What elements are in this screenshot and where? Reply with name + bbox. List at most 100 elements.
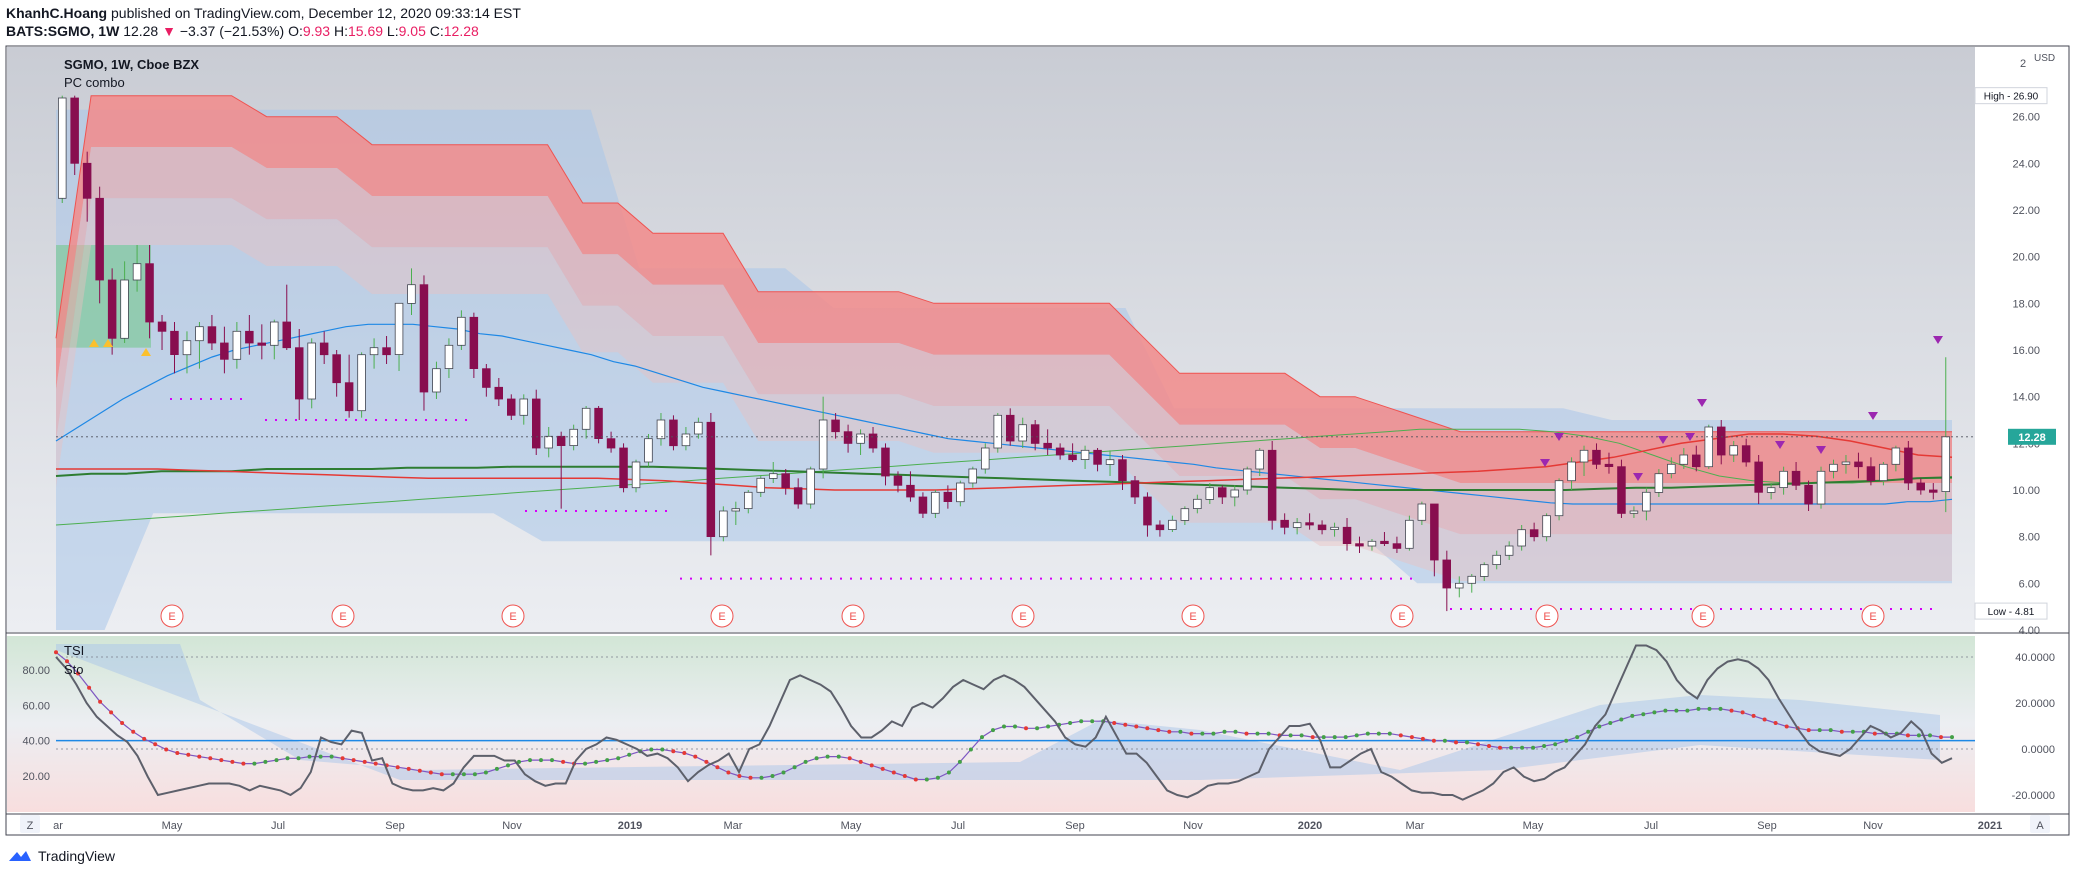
candle[interactable] [432,361,441,399]
earnings-marker[interactable]: E [160,604,184,628]
candle[interactable] [307,338,316,409]
candle[interactable] [1717,420,1726,465]
candle[interactable] [494,378,503,406]
candle[interactable] [1567,457,1576,490]
candle[interactable] [1218,485,1227,504]
candle[interactable] [1766,483,1776,500]
candle[interactable] [269,319,279,360]
candle[interactable] [943,485,953,509]
candle[interactable] [207,315,217,350]
candle[interactable] [58,95,67,203]
candle[interactable] [856,429,865,455]
candle[interactable] [1230,485,1240,507]
candle[interactable] [170,322,179,374]
candle[interactable] [1355,536,1364,553]
candle[interactable] [357,352,366,418]
candle[interactable] [182,331,192,374]
earnings-marker[interactable]: E [710,604,734,628]
candle[interactable] [1305,513,1314,530]
candle[interactable] [993,413,1003,453]
candle[interactable] [282,284,291,350]
candle[interactable] [1729,441,1738,462]
candle[interactable] [1280,513,1289,535]
candle[interactable] [706,413,716,556]
candle[interactable] [1317,520,1327,535]
candle[interactable] [681,427,691,451]
candle[interactable] [245,315,254,355]
candle[interactable] [1405,515,1414,551]
candle[interactable] [1417,501,1427,525]
candle[interactable] [469,312,479,378]
candle[interactable] [1380,532,1389,546]
candle[interactable] [1692,445,1701,472]
candle[interactable] [532,389,541,455]
candle[interactable] [70,95,79,175]
candle[interactable] [220,326,229,374]
candle[interactable] [132,245,142,292]
candle[interactable] [1642,487,1651,521]
candle[interactable] [868,427,878,453]
candle[interactable] [669,415,678,451]
candle[interactable] [1804,480,1813,511]
candle[interactable] [1130,476,1140,504]
candle[interactable] [1480,562,1489,581]
candle[interactable] [394,302,404,371]
earnings-marker[interactable]: E [1535,604,1559,628]
candle[interactable] [1504,541,1514,560]
candle[interactable] [1093,448,1102,472]
candle[interactable] [1155,520,1165,537]
candle[interactable] [931,490,940,518]
candle[interactable] [344,354,354,418]
price-axis[interactable]: 26.0024.0022.0020.0018.0016.0014.0012.00… [1974,47,2068,637]
candle[interactable] [606,431,616,453]
candle[interactable] [906,471,915,502]
candle[interactable] [1255,448,1264,476]
candle[interactable] [769,462,778,483]
candle[interactable] [1068,443,1077,462]
brand-name[interactable]: TradingView [38,848,116,864]
candle[interactable] [120,261,129,343]
candle[interactable] [1367,539,1377,551]
candle[interactable] [195,322,204,369]
candle[interactable] [1904,441,1913,490]
candle[interactable] [1791,462,1801,490]
candle[interactable] [1168,515,1177,532]
candle[interactable] [1105,450,1115,476]
earnings-marker[interactable]: E [1011,604,1035,628]
candle[interactable] [1929,483,1938,500]
candle[interactable] [1579,445,1589,476]
candle[interactable] [457,310,466,350]
candle[interactable] [1704,424,1714,469]
candle[interactable] [145,245,154,339]
candle[interactable] [1604,452,1614,474]
candle[interactable] [1829,459,1838,479]
candle[interactable] [107,268,117,355]
candle[interactable] [1430,503,1439,577]
candle[interactable] [719,506,728,542]
candle[interactable] [1392,536,1402,553]
earnings-marker[interactable]: E [1691,604,1715,628]
candle[interactable] [1243,466,1252,495]
candle[interactable] [594,406,603,444]
candle[interactable] [581,406,591,439]
earnings-marker[interactable]: E [1181,604,1205,628]
candle[interactable] [1916,478,1926,495]
earnings-marker[interactable]: E [1390,604,1414,628]
candle[interactable] [444,338,454,378]
candle[interactable] [1592,443,1601,469]
candle[interactable] [1055,443,1065,460]
candle[interactable] [1816,466,1826,509]
candle[interactable] [1654,469,1664,497]
candle[interactable] [257,324,266,360]
candle[interactable] [1143,492,1152,537]
candle[interactable] [1205,483,1215,504]
candle[interactable] [1679,448,1689,469]
candle[interactable] [1442,550,1452,612]
candle[interactable] [1492,550,1501,570]
candle[interactable] [544,427,553,458]
candle[interactable] [1467,574,1477,593]
candle[interactable] [756,476,766,497]
candle[interactable] [1517,525,1526,551]
time-axis[interactable]: ar May Jul Sep Nov 2019 Mar May Jul Sep Nov 2020 Mar… [53,820,2002,832]
